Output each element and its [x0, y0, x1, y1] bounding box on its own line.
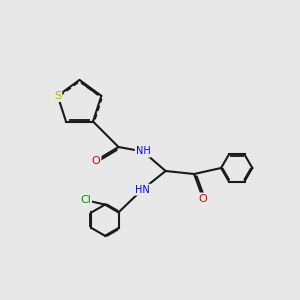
Text: S: S	[54, 91, 61, 101]
Text: Cl: Cl	[80, 195, 91, 205]
Text: O: O	[199, 194, 208, 204]
Text: O: O	[92, 155, 100, 166]
Text: HN: HN	[135, 184, 150, 195]
Text: NH: NH	[136, 146, 151, 157]
